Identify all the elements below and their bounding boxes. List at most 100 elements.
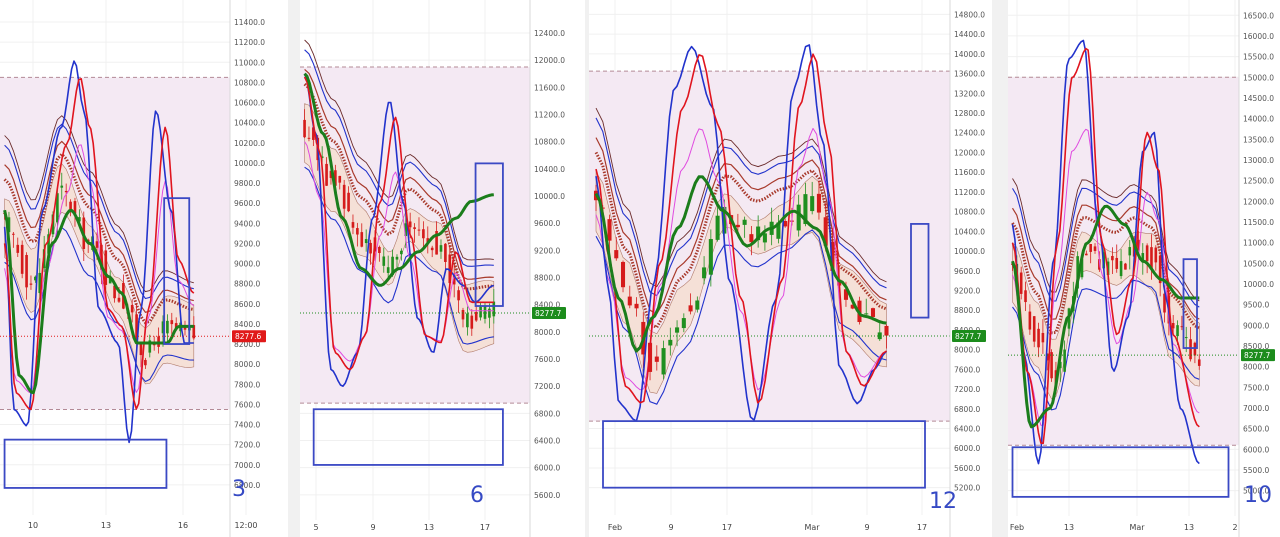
- candle-body: [113, 285, 116, 299]
- x-tick-label: 5: [313, 523, 318, 532]
- annotation-box-upper: [1182, 258, 1198, 349]
- y-tick-label: 8200.0: [234, 340, 260, 349]
- y-tick-label: 9200.0: [234, 239, 260, 248]
- x-tick-label: 17: [722, 523, 732, 532]
- candle-body: [1080, 259, 1084, 278]
- candle-body: [69, 201, 72, 212]
- y-tick-label: 8000.0: [954, 346, 980, 355]
- y-tick-label: 9600.0: [534, 219, 560, 228]
- candle-body: [378, 246, 381, 253]
- candle-body: [1189, 339, 1192, 360]
- candle-body: [661, 348, 666, 375]
- candle-body: [29, 283, 33, 285]
- candle-body: [7, 217, 11, 233]
- candle-body: [20, 244, 24, 274]
- stochastic-pink-line: [595, 127, 887, 391]
- candle-body: [474, 312, 478, 321]
- candle-body: [422, 229, 425, 239]
- candle-body: [1150, 247, 1153, 270]
- y-tick-label: 5200.0: [954, 484, 980, 493]
- candle-body: [708, 239, 713, 275]
- bollinger-band-line: [595, 117, 887, 297]
- candle-body: [347, 192, 350, 212]
- y-tick-label: 9200.0: [954, 286, 980, 295]
- y-tick-label: 12500.0: [1243, 177, 1274, 186]
- bollinger-band-line: [4, 123, 194, 300]
- price-badge: [232, 330, 266, 343]
- candle-body: [161, 321, 165, 334]
- y-tick-label: 10800.0: [954, 208, 985, 217]
- price-badge-text: 8277.7: [955, 332, 981, 341]
- candle-body: [1193, 342, 1197, 356]
- y-tick-label: 15500.0: [1243, 53, 1274, 62]
- y-tick-label: 10200.0: [234, 139, 265, 148]
- candle-body: [334, 170, 337, 186]
- candle-body: [1089, 244, 1092, 252]
- annotation-box-upper: [163, 197, 191, 345]
- chart-svg-4: 16500.0 16000.0 15500.0 15000.0 14500.0 14000…: [1008, 0, 1275, 537]
- candle-body: [776, 222, 781, 239]
- oscillator-red-line: [1011, 47, 1200, 445]
- candle-body: [461, 309, 465, 320]
- y-tick-label: 11000.0: [234, 58, 265, 67]
- chart-panel-1: 11400.0 11200.0 11000.0 10800.0 10600.0 10400…: [0, 0, 288, 537]
- price-badge-text: 8277.7: [535, 309, 561, 318]
- candle-body: [12, 233, 15, 235]
- candle-body: [452, 274, 456, 285]
- y-tick-label: 10400.0: [954, 227, 985, 236]
- x-tick-label: 13: [424, 523, 434, 532]
- candle-body: [1145, 245, 1149, 262]
- y-tick-label: 8800.0: [534, 273, 560, 282]
- y-tick-label: 9500.0: [1243, 301, 1269, 310]
- y-tick-label: 10500.0: [1243, 259, 1274, 268]
- y-tick-label: 6000.0: [1243, 445, 1269, 454]
- candle-body: [104, 250, 108, 285]
- y-tick-label: 7200.0: [954, 385, 980, 394]
- candle-body: [749, 234, 754, 243]
- candle-body: [448, 254, 452, 284]
- candle-body: [634, 303, 639, 309]
- candle-body: [607, 219, 612, 241]
- chart-panel-2: 12400.0 12000.0 11600.0 11200.0 10800.0 10400…: [300, 0, 585, 537]
- candle-body: [620, 261, 626, 288]
- y-tick-label: 8600.0: [234, 300, 260, 309]
- candle-body: [715, 215, 720, 240]
- candle-body: [1019, 272, 1023, 294]
- candle-body: [435, 230, 438, 255]
- candle-body: [413, 227, 416, 230]
- y-tick-label: 5000.0: [1243, 487, 1269, 496]
- price-badge-text: 8277.7: [1244, 351, 1270, 360]
- candle-body: [34, 276, 37, 281]
- y-tick-label: 10600.0: [234, 99, 265, 108]
- y-tick-label: 11200.0: [534, 110, 565, 119]
- candle-body: [1137, 239, 1140, 251]
- price-badge-text: 8277.6: [235, 332, 261, 341]
- y-tick-label: 11200.0: [234, 38, 265, 47]
- moving-average-line: [595, 107, 887, 288]
- x-tick-label: 13: [101, 521, 111, 530]
- candle-body: [1154, 247, 1158, 263]
- candle-body: [400, 250, 403, 255]
- candle-body: [1128, 247, 1132, 256]
- y-tick-label: 8500.0: [1243, 342, 1269, 351]
- candle-body: [675, 327, 680, 333]
- candle-body: [762, 233, 767, 243]
- y-tick-label: 7200.0: [234, 441, 260, 450]
- candle-body: [130, 304, 134, 313]
- y-tick-label: 12000.0: [954, 148, 985, 157]
- candle-body: [1032, 316, 1036, 342]
- y-tick-label: 7400.0: [234, 421, 260, 430]
- candle-body: [108, 277, 112, 284]
- y-tick-label: 7600.0: [534, 355, 560, 364]
- candle-body: [756, 226, 761, 241]
- candle-body: [386, 267, 390, 273]
- y-tick-label: 10000.0: [954, 247, 985, 256]
- y-tick-label: 8000.0: [1243, 363, 1269, 372]
- x-tick-label: 17: [480, 523, 490, 532]
- candle-body: [1141, 253, 1145, 263]
- panel-divider: [992, 0, 1008, 537]
- y-tick-label: 8800.0: [954, 306, 980, 315]
- y-tick-label: 10800.0: [234, 78, 265, 87]
- candle-body: [312, 127, 315, 140]
- candle-body: [148, 340, 152, 353]
